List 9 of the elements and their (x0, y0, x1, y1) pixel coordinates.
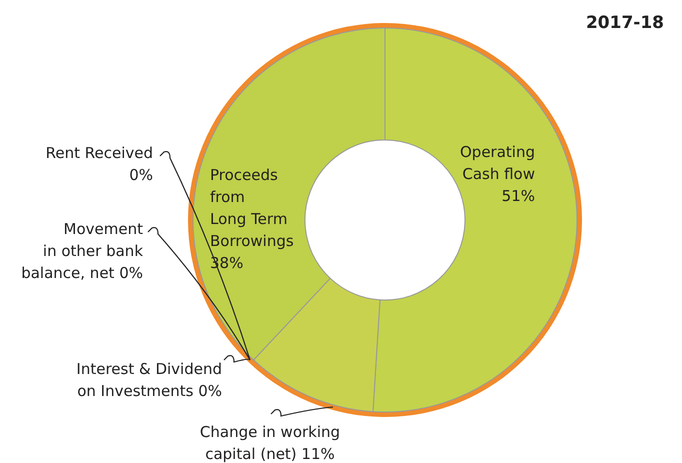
text: 0% (129, 166, 153, 184)
text: 2017-18 (586, 13, 664, 33)
legend-label: Interest & Dividend on Investments 0% (76, 360, 222, 400)
data-label: 51% (502, 187, 535, 205)
slice-label: Operating Cash flow (460, 143, 535, 183)
slice-label: Change in working capital (net) 11% (200, 423, 340, 463)
slice-label: Proceeds from Long Term Borrowings (210, 166, 294, 250)
category-label: Rent Received (46, 144, 153, 162)
category-label: Movement in other bank balance, net 0% (21, 220, 143, 282)
